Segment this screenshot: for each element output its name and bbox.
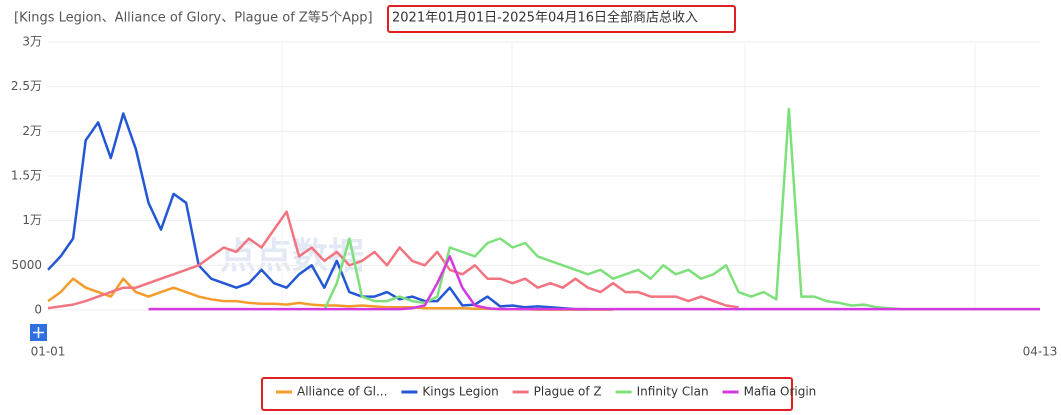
y-tick-label: 1.5万 [11, 169, 42, 183]
legend-box [261, 377, 793, 411]
legend-label: Plague of Z [534, 385, 602, 399]
x-tick-label: 04-13 [1023, 345, 1058, 359]
y-tick-label: 3万 [22, 35, 42, 49]
legend-label: Infinity Clan [637, 385, 709, 399]
y-tick-label: 2.5万 [11, 79, 42, 93]
legend-label: Kings Legion [422, 385, 498, 399]
legend-label: Mafia Origin [744, 385, 817, 399]
zoom-icon [33, 327, 44, 338]
x-tick-label: 01-01 [31, 345, 66, 359]
chart-subtitle: 2021年01月01日-2025年04月16日全部商店总收入 [392, 10, 698, 26]
highlight-box [387, 5, 736, 33]
legend-label: Alliance of Gl... [297, 385, 387, 399]
series-line [148, 255, 1040, 311]
series-line [47, 112, 588, 311]
y-tick-label: 0 [34, 303, 42, 317]
series-line [323, 107, 1040, 311]
y-tick-label: 5000 [11, 258, 42, 272]
y-tick-label: 2万 [22, 124, 42, 138]
series-line [47, 210, 739, 310]
chart-title: [Kings Legion、Alliance of Glory、Plague o… [14, 10, 373, 26]
y-tick-label: 1万 [22, 213, 42, 227]
